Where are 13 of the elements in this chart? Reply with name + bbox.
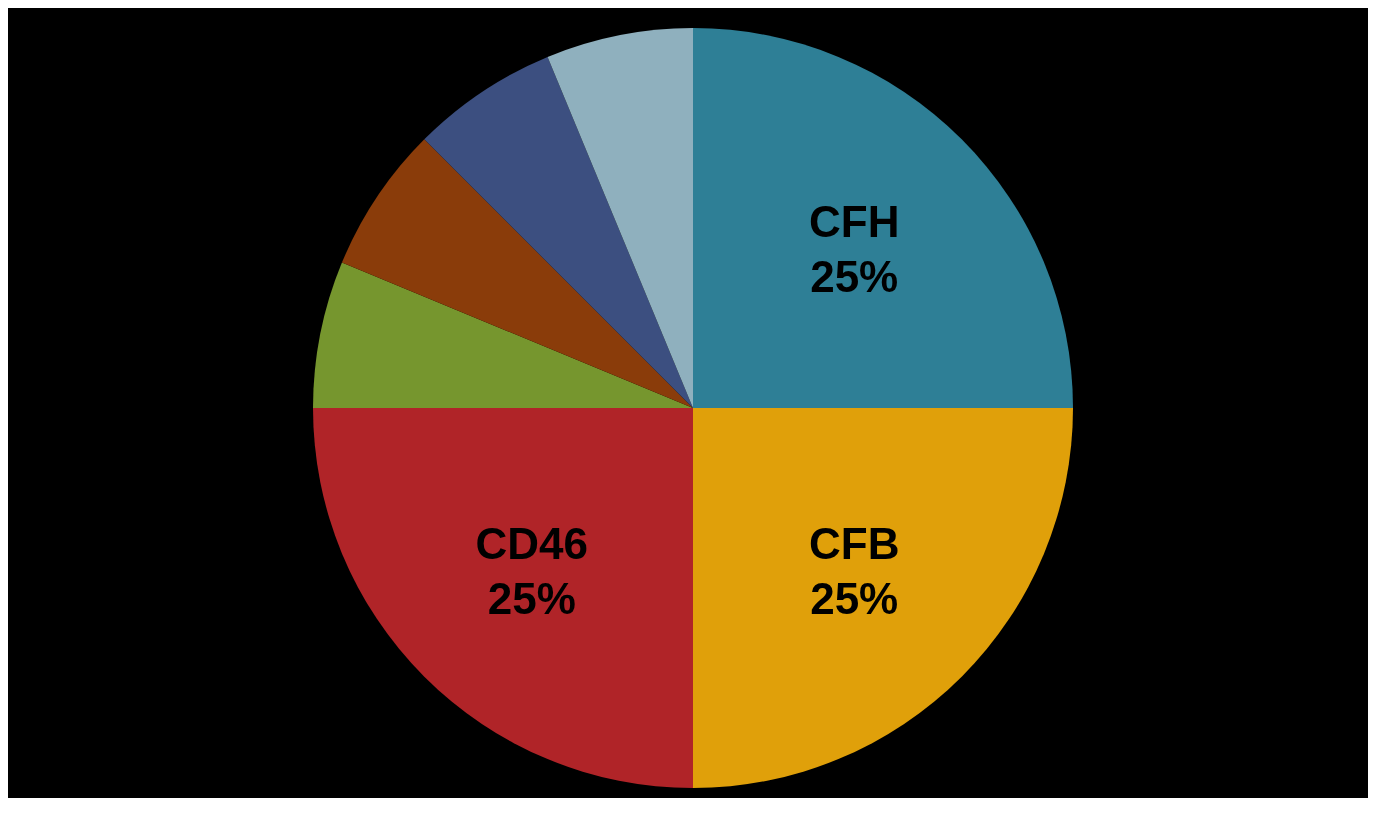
- data-label: 25%: [810, 574, 899, 624]
- pie-slice: [313, 262, 693, 408]
- slice-label: CFB: [809, 519, 900, 569]
- slice-label: CD46: [475, 519, 589, 569]
- data-label: 25%: [487, 574, 576, 624]
- pie-slice: [424, 56, 693, 408]
- slice-label: CFH: [809, 196, 900, 246]
- pie-slice: [693, 408, 1073, 788]
- pie-slice: [693, 28, 1073, 408]
- pie-slice: [313, 408, 693, 788]
- data-label: 25%: [810, 251, 899, 301]
- pie-slice: [341, 139, 693, 408]
- pie-slice: [547, 28, 693, 408]
